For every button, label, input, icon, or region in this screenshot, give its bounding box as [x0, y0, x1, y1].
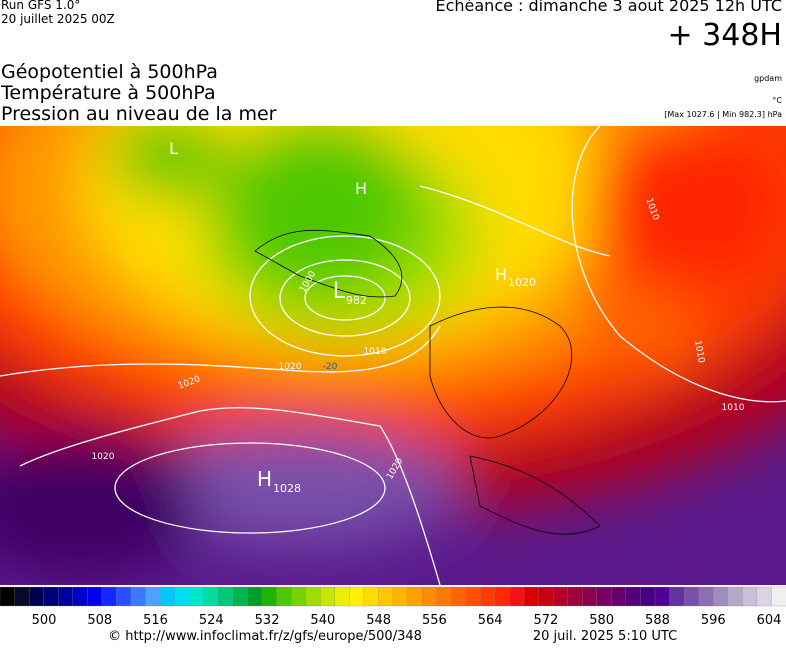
legend-tick-label: 556 — [422, 613, 447, 628]
color-swatch — [494, 586, 511, 607]
color-swatch — [625, 586, 642, 607]
color-swatch — [567, 586, 583, 607]
legend-tick-label: 596 — [701, 613, 726, 628]
color-swatch — [480, 586, 496, 607]
color-swatch — [101, 586, 118, 607]
color-swatch — [116, 586, 132, 607]
lead-time: + 348H — [667, 18, 783, 53]
title: Température à 500hPa — [1, 82, 216, 104]
color-swatch — [261, 586, 278, 607]
color-swatch — [756, 586, 773, 607]
isobar-label: 1010 — [692, 340, 706, 365]
color-swatch — [465, 586, 481, 607]
color-swatch — [552, 586, 569, 607]
title: Pression au niveau de la mer — [1, 103, 277, 125]
center-letter: H — [257, 467, 272, 491]
isobar-label: 1010 — [722, 403, 745, 413]
run: Run GFS 1.0° — [1, 0, 81, 12]
center-letter: L — [333, 279, 346, 304]
center-value: 982 — [346, 294, 367, 307]
color-swatch — [276, 586, 292, 607]
isobar-label: 1010 — [364, 347, 387, 357]
isobar-label: 1020 — [92, 452, 115, 462]
color-swatch — [189, 586, 205, 607]
legend-tick-label: 604 — [757, 613, 782, 628]
color-swatch — [596, 586, 612, 607]
color-swatch — [87, 586, 103, 607]
color-swatch — [349, 586, 365, 607]
color-swatch — [320, 586, 336, 607]
color-swatch — [582, 586, 598, 607]
center-value: 1020 — [508, 276, 536, 289]
legend-tick-label: 548 — [366, 613, 391, 628]
temperature-label: -20 — [323, 362, 338, 372]
color-swatch — [72, 586, 88, 607]
color-swatch — [290, 586, 307, 607]
color-swatch — [727, 586, 743, 607]
color-swatch — [683, 586, 700, 607]
legend-tick-label: 540 — [310, 613, 335, 628]
center-letter: H — [495, 265, 507, 284]
color-swatch — [14, 586, 30, 607]
unit: gpdam — [754, 74, 782, 83]
center-value: 1028 — [273, 482, 301, 495]
color-swatch — [407, 586, 423, 607]
legend-tick-label: 532 — [255, 613, 280, 628]
color-swatch — [334, 586, 350, 607]
color-swatch — [130, 586, 147, 607]
echeance: Echéance : dimanche 3 aout 2025 12h UTC — [435, 0, 782, 15]
legend: © http://www.infoclimat.fr/z/gfs/europe/… — [0, 586, 786, 644]
title: Géopotentiel à 500hPa — [1, 61, 218, 83]
color-swatch — [698, 586, 714, 607]
color-swatch — [640, 586, 656, 607]
legend-tick-label: 588 — [645, 613, 670, 628]
footer-date: 20 juil. 2025 5:10 UTC — [533, 629, 677, 644]
run-date: 20 juillet 2025 00Z — [1, 12, 115, 26]
unit: °C — [772, 96, 782, 105]
color-swatch — [203, 586, 219, 607]
color-swatch — [58, 586, 74, 607]
footer-url: © http://www.infoclimat.fr/z/gfs/europe/… — [108, 629, 422, 644]
color-swatch — [247, 586, 263, 607]
color-swatch — [538, 586, 554, 607]
color-swatch — [305, 586, 321, 607]
color-swatch — [363, 586, 380, 607]
unit: [Max 1027.6 | Min 982.3] hPa — [664, 110, 782, 119]
color-swatch — [523, 586, 540, 607]
legend-tick-label: 516 — [143, 613, 168, 628]
color-swatch — [174, 586, 190, 607]
color-swatch — [611, 586, 627, 607]
color-swatch — [0, 586, 16, 607]
color-swatch — [232, 586, 249, 607]
legend-tick-label: 564 — [478, 613, 503, 628]
color-swatch — [436, 586, 452, 607]
color-swatch — [742, 586, 758, 607]
color-swatch — [145, 586, 161, 607]
color-swatch — [378, 586, 394, 607]
color-swatch — [218, 586, 234, 607]
color-swatch — [159, 586, 176, 607]
legend-tick-label: 500 — [32, 613, 57, 628]
color-swatch — [43, 586, 59, 607]
legend-tick-label: 572 — [534, 613, 559, 628]
color-swatch — [669, 586, 685, 607]
color-swatch — [421, 586, 438, 607]
legend-tick-label: 524 — [199, 613, 224, 628]
center-letter: H — [355, 179, 367, 198]
color-swatch — [451, 586, 467, 607]
center-letter: L — [169, 139, 178, 158]
color-swatch — [28, 586, 45, 607]
color-swatch — [713, 586, 729, 607]
color-swatch — [654, 586, 671, 607]
color-swatch — [771, 586, 786, 607]
legend-tick-label: 580 — [589, 613, 614, 628]
legend-tick-label: 508 — [87, 613, 112, 628]
color-swatch — [509, 586, 525, 607]
isobar-label: 1020 — [279, 362, 302, 372]
color-swatch — [392, 586, 409, 607]
